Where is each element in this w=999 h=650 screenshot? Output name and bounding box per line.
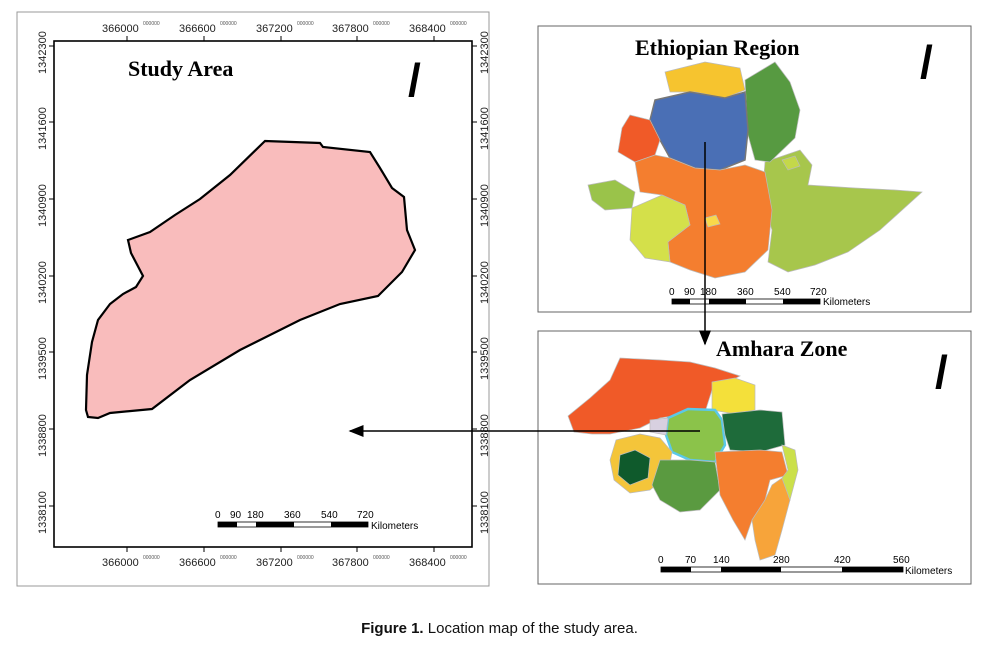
study-area-polygon bbox=[84, 139, 417, 420]
x-tick-top-suffix: 000000 bbox=[297, 21, 314, 27]
scale-label: 420 bbox=[834, 555, 851, 566]
y-tick-left: 1341600 bbox=[37, 107, 49, 150]
amhara-zone-map bbox=[567, 357, 799, 561]
scale-label: 540 bbox=[774, 287, 791, 298]
study-area-scale-bar: 0 90 180 360 540 720 Kilometers bbox=[215, 510, 418, 532]
scale-unit: Kilometers bbox=[905, 566, 952, 577]
scale-label: 70 bbox=[685, 555, 697, 566]
scale-label: 280 bbox=[773, 555, 790, 566]
scale-label: 0 bbox=[215, 510, 221, 521]
zone-north-wollo bbox=[711, 377, 756, 415]
north-arrow-icon: / bbox=[408, 54, 421, 106]
y-tick-right: 1340200 bbox=[479, 261, 491, 304]
north-arrow-icon: / bbox=[935, 346, 948, 398]
scale-unit: Kilometers bbox=[371, 521, 418, 532]
y-tick-right: 1342300 bbox=[479, 31, 491, 74]
amhara-title: Amhara Zone bbox=[716, 336, 848, 361]
scale-unit: Kilometers bbox=[823, 297, 870, 308]
x-axis-top-ticks: 366000 366600 367200 367800 368400 00000… bbox=[102, 21, 467, 41]
x-tick-top: 366000 bbox=[102, 23, 139, 35]
y-tick-right: 1340900 bbox=[479, 184, 491, 227]
y-tick-right: 1339500 bbox=[479, 337, 491, 380]
zone-awi bbox=[617, 449, 651, 486]
scale-label: 90 bbox=[684, 287, 696, 298]
caption-text: Location map of the study area. bbox=[427, 620, 638, 637]
y-tick-right: 1338800 bbox=[479, 414, 491, 457]
scale-label: 540 bbox=[321, 510, 338, 521]
y-tick-left: 1339500 bbox=[37, 337, 49, 380]
y-tick-left: 1340200 bbox=[37, 261, 49, 304]
x-tick-top: 368400 bbox=[409, 23, 446, 35]
x-tick-bottom-suffix: 000000 bbox=[450, 555, 467, 561]
scale-label: 180 bbox=[700, 287, 717, 298]
scale-label: 0 bbox=[669, 287, 675, 298]
ethiopia-title: Ethiopian Region bbox=[635, 35, 799, 60]
x-tick-bottom: 368400 bbox=[409, 557, 446, 569]
scale-label: 560 bbox=[893, 555, 910, 566]
scale-label: 180 bbox=[247, 510, 264, 521]
region-snnp bbox=[629, 194, 691, 263]
y-axis-right-ticks: 1342300 1341600 1340900 1340200 1339500 … bbox=[472, 31, 491, 534]
x-tick-top-suffix: 000000 bbox=[143, 21, 160, 27]
x-tick-top: 366600 bbox=[179, 23, 216, 35]
x-tick-bottom-suffix: 000000 bbox=[373, 555, 390, 561]
x-tick-bottom-suffix: 000000 bbox=[143, 555, 160, 561]
zone-oromia-special bbox=[751, 477, 791, 561]
scale-label: 720 bbox=[810, 287, 827, 298]
amhara-panel: Amhara Zone / bbox=[537, 330, 972, 585]
y-tick-left: 1340900 bbox=[37, 184, 49, 227]
x-tick-bottom: 367200 bbox=[256, 557, 293, 569]
region-dire-dawa bbox=[781, 155, 801, 171]
region-afar bbox=[744, 61, 801, 163]
scale-label: 90 bbox=[230, 510, 242, 521]
zone-argoba bbox=[781, 444, 799, 502]
zone-north-gondar bbox=[567, 357, 741, 435]
x-axis-bottom-ticks: 366000 366600 367200 367800 368400 00000… bbox=[102, 547, 467, 569]
x-tick-top-suffix: 000000 bbox=[450, 21, 467, 27]
zone-east-gojjam bbox=[651, 459, 721, 513]
ethiopia-scale-bar: 0 90 180 360 540 720 Kilometers bbox=[669, 287, 870, 308]
y-axis-left-ticks: 1342300 1341600 1340900 1340200 1339500 … bbox=[37, 31, 54, 534]
scale-label: 360 bbox=[737, 287, 754, 298]
x-tick-top: 367200 bbox=[256, 23, 293, 35]
study-area-panel: 366000 366600 367200 367800 368400 00000… bbox=[16, 11, 491, 587]
x-tick-bottom-suffix: 000000 bbox=[220, 555, 237, 561]
x-tick-bottom: 367800 bbox=[332, 557, 369, 569]
y-tick-left: 1338800 bbox=[37, 414, 49, 457]
region-addis bbox=[704, 214, 721, 228]
ethiopia-region-map bbox=[587, 61, 923, 279]
study-area-title: Study Area bbox=[128, 56, 233, 81]
y-tick-left: 1342300 bbox=[37, 31, 49, 74]
x-tick-top-suffix: 000000 bbox=[220, 21, 237, 27]
amhara-scale-bar: 0 70 140 280 420 560 Kilometers bbox=[658, 555, 952, 577]
scale-label: 140 bbox=[713, 555, 730, 566]
zone-west-gondar bbox=[649, 417, 669, 436]
north-arrow-icon: / bbox=[920, 36, 933, 88]
region-somali bbox=[761, 149, 923, 273]
x-tick-top-suffix: 000000 bbox=[373, 21, 390, 27]
zone-south-wollo bbox=[721, 409, 786, 453]
region-tigray bbox=[664, 61, 746, 99]
y-tick-left: 1338100 bbox=[37, 491, 49, 534]
x-tick-bottom-suffix: 000000 bbox=[297, 555, 314, 561]
ethiopia-panel: Ethiopian Region / bbox=[537, 25, 972, 313]
x-tick-bottom: 366000 bbox=[102, 557, 139, 569]
figure-caption: Figure 1. Location map of the study area… bbox=[0, 620, 999, 637]
scale-label: 0 bbox=[658, 555, 664, 566]
scale-label: 360 bbox=[284, 510, 301, 521]
caption-label: Figure 1. bbox=[361, 620, 424, 637]
y-tick-right: 1338100 bbox=[479, 491, 491, 534]
x-tick-top: 367800 bbox=[332, 23, 369, 35]
y-tick-right: 1341600 bbox=[479, 107, 491, 150]
x-tick-bottom: 366600 bbox=[179, 557, 216, 569]
scale-label: 720 bbox=[357, 510, 374, 521]
